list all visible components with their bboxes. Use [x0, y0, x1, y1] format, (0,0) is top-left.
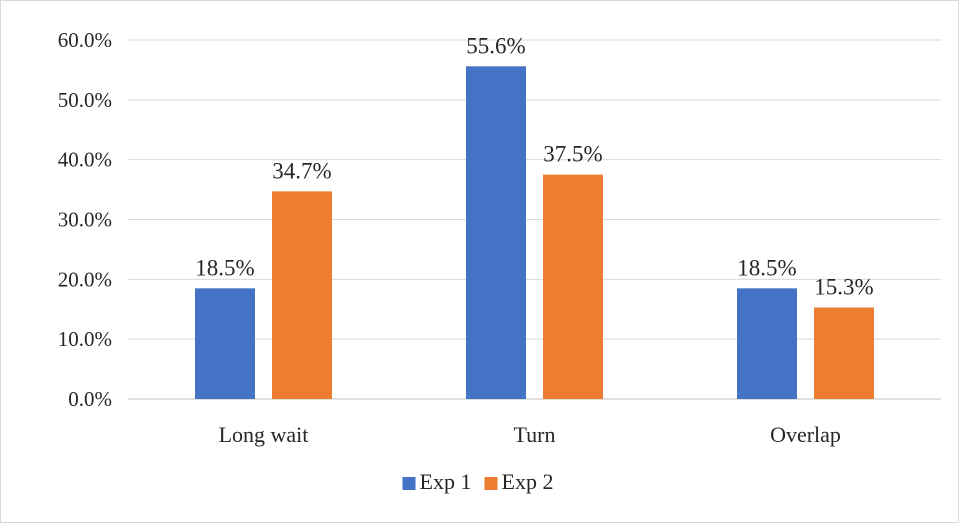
bars [195, 66, 874, 400]
bar-exp-1-long-wait [195, 288, 255, 399]
bar-exp-1-overlap [737, 288, 797, 399]
legend-label: Exp 2 [502, 469, 554, 494]
data-label: 18.5% [195, 255, 254, 280]
category-label: Overlap [770, 422, 841, 447]
bar-exp-2-overlap [814, 307, 874, 399]
legend-swatch [402, 477, 416, 490]
data-labels: 18.5% 34.7% 55.6% 37.5% 18.5% 15.3% [195, 33, 873, 299]
data-label: 34.7% [272, 158, 331, 183]
bar-exp-2-turn [543, 174, 603, 399]
y-axis-tick-labels: 0.0% 10.0% 20.0% 30.0% 40.0% 50.0% 60.0% [58, 28, 112, 411]
legend: Exp 1 Exp 2 [402, 469, 554, 494]
y-tick-label: 30.0% [58, 208, 112, 232]
data-label: 18.5% [737, 255, 796, 280]
y-tick-label: 20.0% [58, 267, 112, 291]
category-label: Long wait [219, 422, 309, 447]
gridlines [128, 39, 941, 400]
category-labels: Long wait Turn Overlap [219, 422, 841, 447]
data-label: 37.5% [543, 142, 602, 167]
bar-exp-1-turn [466, 66, 526, 400]
y-tick-label: 40.0% [58, 148, 112, 172]
bar-exp-2-long-wait [272, 191, 332, 399]
y-tick-label: 50.0% [58, 88, 112, 112]
data-label: 55.6% [466, 33, 525, 58]
legend-label: Exp 1 [420, 469, 472, 494]
y-tick-label: 10.0% [58, 327, 112, 351]
legend-swatch [484, 477, 498, 490]
category-label: Turn [514, 422, 556, 447]
y-tick-label: 0.0% [68, 387, 112, 411]
y-tick-label: 60.0% [58, 28, 112, 52]
data-label: 15.3% [814, 274, 873, 299]
